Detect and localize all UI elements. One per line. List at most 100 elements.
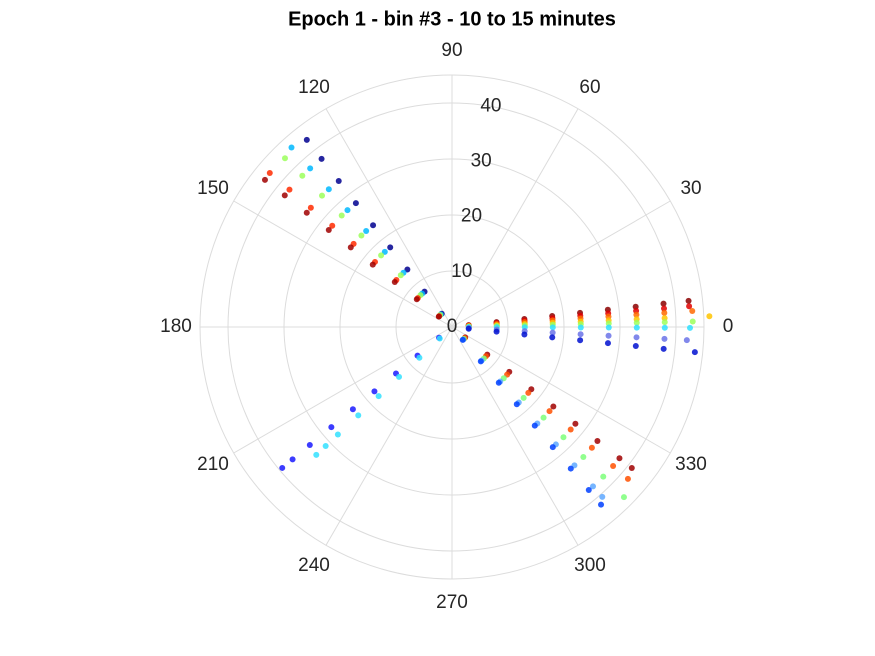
point [633, 311, 640, 318]
point [549, 444, 556, 451]
point [633, 334, 640, 341]
point [387, 244, 394, 251]
point [616, 455, 623, 462]
point [279, 464, 286, 471]
point [355, 412, 362, 419]
point [319, 192, 326, 199]
point [598, 501, 605, 508]
point [303, 209, 310, 216]
theta-tick-label: 210 [197, 454, 229, 475]
point [459, 336, 466, 343]
point [371, 388, 378, 395]
point [590, 483, 597, 490]
point [307, 165, 314, 172]
point [436, 335, 443, 342]
point [633, 319, 640, 326]
point [685, 297, 692, 304]
point [477, 358, 484, 365]
point [322, 443, 329, 450]
point [318, 155, 325, 162]
point [560, 434, 567, 441]
point [396, 373, 403, 380]
theta-tick-label: 330 [675, 454, 707, 475]
point [325, 227, 332, 234]
point [706, 313, 713, 320]
point [546, 408, 553, 415]
point [358, 232, 365, 239]
point [624, 475, 631, 482]
point [349, 406, 356, 413]
point [599, 493, 606, 500]
point [661, 319, 668, 326]
point [306, 442, 313, 449]
point [335, 177, 342, 184]
theta-grid-line [451, 200, 671, 328]
point [261, 176, 268, 183]
point [266, 170, 273, 177]
point [550, 403, 557, 410]
point [577, 331, 584, 338]
point [620, 494, 627, 501]
point [413, 296, 420, 303]
point [521, 331, 528, 338]
point [600, 473, 607, 480]
point [307, 204, 314, 211]
point [531, 422, 538, 429]
point [378, 252, 385, 259]
point [588, 444, 595, 451]
point [577, 324, 584, 331]
theta-tick-label: 90 [441, 40, 462, 61]
point [303, 136, 310, 143]
r-tick-label: 0 [447, 316, 458, 337]
theta-tick-label: 180 [160, 316, 192, 337]
point [661, 309, 668, 316]
point [567, 465, 574, 472]
theta-tick-label: 0 [723, 316, 734, 337]
r-tick-label: 20 [461, 206, 482, 227]
point [288, 144, 295, 151]
point [370, 222, 377, 229]
point [567, 426, 574, 433]
point [549, 334, 556, 341]
point [633, 324, 640, 331]
point [691, 349, 698, 356]
r-tick-label: 10 [451, 261, 472, 282]
point [605, 324, 612, 331]
point [299, 172, 306, 179]
point [416, 354, 423, 361]
point [572, 420, 579, 427]
point [661, 335, 668, 342]
point [686, 303, 693, 310]
point [286, 186, 293, 193]
point [540, 414, 547, 421]
point [525, 389, 532, 396]
point [289, 456, 296, 463]
point [328, 424, 335, 431]
point [549, 324, 556, 331]
point [313, 451, 320, 458]
point [391, 278, 398, 285]
point [628, 464, 635, 471]
theta-grid-line [451, 108, 579, 328]
point [344, 207, 351, 214]
point [435, 313, 442, 320]
point [329, 222, 336, 229]
point [610, 463, 617, 470]
theta-tick-label: 120 [298, 77, 330, 98]
point [465, 325, 472, 332]
point [549, 329, 556, 336]
theta-tick-label: 240 [298, 555, 330, 576]
r-grid-line [283, 158, 621, 496]
r-grid-line [227, 102, 677, 552]
theta-grid-line [325, 326, 453, 546]
point [661, 324, 668, 331]
theta-grid-line [233, 326, 453, 454]
point [369, 261, 376, 268]
point [577, 337, 584, 344]
point [604, 340, 611, 347]
theta-grid-line [451, 326, 671, 454]
chart-title: Epoch 1 - bin #3 - 10 to 15 minutes [288, 8, 616, 30]
point [347, 244, 354, 251]
point [334, 431, 341, 438]
